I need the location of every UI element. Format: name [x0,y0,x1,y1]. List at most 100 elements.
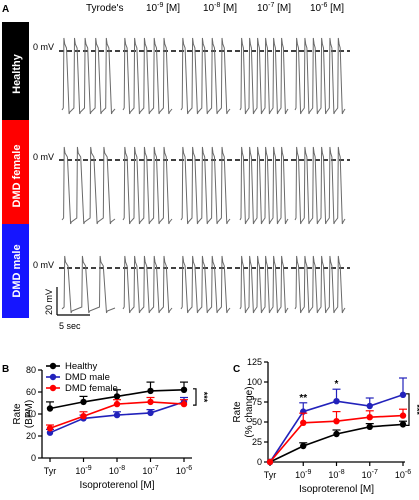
row-label-box-dmd-male [2,224,29,318]
data-point [399,421,407,428]
data-point [333,398,340,405]
trace-row0-col2 [180,37,231,115]
x-tick-label: 10-8 [109,465,125,476]
y-axis-label: Rate(BPM) [12,400,35,428]
trace-row0-col0 [61,37,116,115]
data-point [300,442,307,450]
y-axis-label: Rate(% change) [232,386,255,437]
trace-row0-col1 [122,37,173,115]
x-tick-label: 10-6 [395,469,411,480]
significance-bracket [193,388,197,406]
legend-label: DMD female [65,383,118,394]
data-point [147,409,154,417]
x-tick-label: 10-9 [295,469,311,480]
data-point [113,400,121,408]
chart-c: 0 25 50 75 100 125 Tyr 10-9 10-8 10-7 10-6 Isoprote… [232,357,419,495]
significance-label: *** [199,392,209,403]
x-axis-label: Isoproterenol [M] [299,484,374,495]
zero-mv-label-healthy: 0 mV [33,42,54,52]
trace-row2-col3 [239,255,289,314]
y-tick-label: 40 [26,409,36,419]
y-tick-label: 25 [252,437,262,447]
data-point [113,393,121,400]
zero-mv-label-dmd-male: 0 mV [33,260,54,270]
legend-label: DMD male [65,372,110,383]
trace-row2-col0 [61,255,116,314]
trace-row1-col3 [239,146,289,225]
y-tick-label: 0 [257,457,262,467]
panel-c-letter: C [233,364,240,375]
x-tick-label: 10-9 [75,465,91,476]
y-tick-label: 50 [252,417,262,427]
data-point [266,458,274,466]
x-axis-label: Isoproterenol [M] [79,480,154,491]
column-header-1e-8: 10-8 [M] [203,2,237,14]
y-tick-label: 60 [26,387,36,397]
y-tick-label: 75 [252,397,262,407]
zero-mv-label-dmd-female: 0 mV [33,152,54,162]
panel-b-letter: B [2,364,9,375]
y-tick-label: 125 [247,357,262,367]
y-tick-label: 20 [26,431,36,441]
trace-row0-col4 [294,37,346,115]
column-header-1e-6: 10-6 [M] [310,2,344,14]
trace-row2-col2 [180,255,231,314]
data-point [147,398,154,406]
data-point [366,423,373,430]
x-tick-label: 10-6 [176,465,192,476]
data-point [80,398,87,406]
trace-row2-col4 [294,255,346,314]
trace-row1-col1 [122,146,173,225]
row-label-dmd-male: DMD male [11,244,23,297]
trace-row0-col3 [239,37,289,115]
trace-row1-col0 [61,146,116,225]
data-point [180,386,188,393]
legend-marker [49,362,57,370]
data-point [46,429,54,436]
data-point [399,391,407,398]
scale-bar-voltage: 20 mV [44,289,54,315]
data-point [46,405,54,412]
legend-marker [49,373,57,381]
data-point [46,425,54,432]
trace-row1-col2 [180,146,231,225]
row-label-healthy: Healthy [11,53,23,94]
significance-bracket [406,393,410,426]
point-significance: ** [299,393,307,404]
x-tick-label: Tyr [44,466,57,476]
y-tick-label: 100 [247,377,262,387]
x-tick-label: 10-7 [362,469,378,480]
data-point [180,400,188,408]
row-label-dmd-female: DMD female [11,145,23,208]
column-header-tyrodes: Tyrode's [86,3,123,14]
x-tick-label: 10-8 [328,469,344,480]
data-point [113,411,121,419]
data-point [300,419,307,426]
data-point [147,387,154,395]
point-significance: * [335,379,339,390]
trace-row2-col1 [122,255,173,314]
data-point [366,402,373,410]
legend-label: Healthy [65,361,97,372]
y-tick-label: 80 [26,365,36,375]
x-tick-label: 10-7 [142,465,158,476]
panel-a-column-headers: Tyrode's 10-9 [M] 10-8 [M] 10-7 [M] 10-6… [86,2,344,14]
row-label-box-healthy [2,22,29,125]
scale-bar-time: 5 sec [59,321,81,331]
trace-row1-col4 [294,146,346,225]
data-point [333,430,340,438]
significance-label: *** [412,404,419,415]
data-point [399,412,407,419]
row-label-box-dmd-female [2,120,29,232]
x-tick-label: Tyr [264,470,277,480]
column-header-1e-9: 10-9 [M] [146,2,180,14]
panel-a-letter: A [2,4,9,15]
legend-marker [49,384,57,392]
data-point [333,418,340,425]
column-header-1e-7: 10-7 [M] [257,2,291,14]
data-point [80,413,87,420]
data-point [366,414,373,421]
action-potential-traces [61,37,346,314]
y-tick-label: 0 [31,453,36,463]
